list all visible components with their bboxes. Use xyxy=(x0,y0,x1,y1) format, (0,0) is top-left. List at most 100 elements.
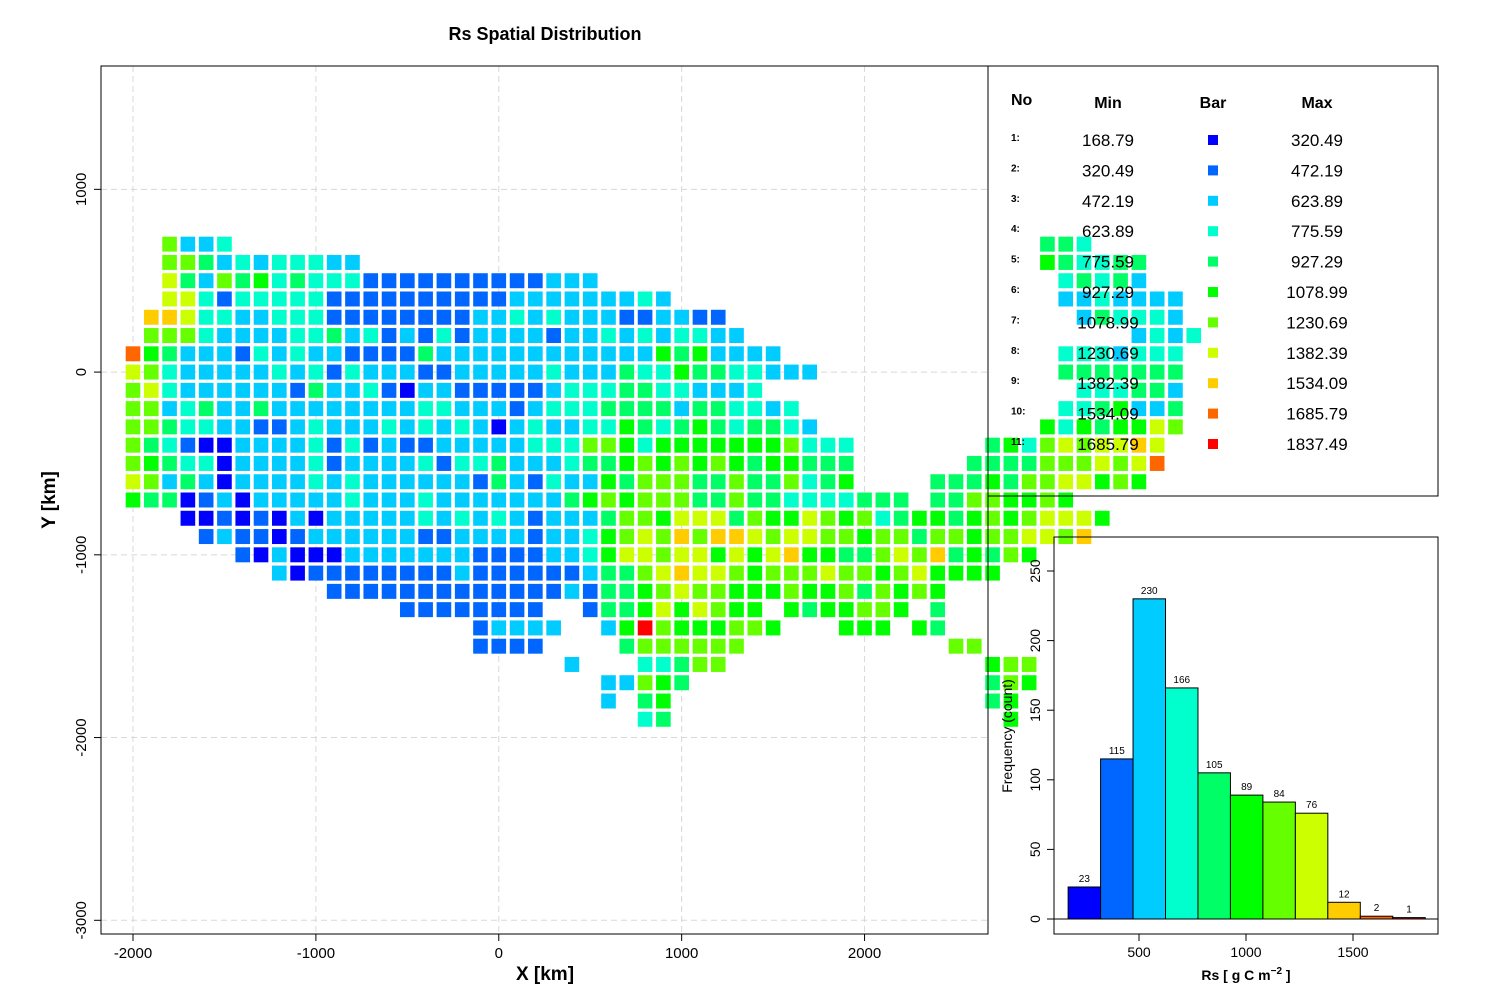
map-cell xyxy=(253,437,269,453)
map-cell xyxy=(253,273,269,289)
map-cell xyxy=(418,547,433,563)
map-cell xyxy=(1040,236,1055,252)
map-cell xyxy=(180,419,196,435)
map-cell xyxy=(326,492,342,508)
map-cell xyxy=(1168,346,1183,362)
map-cell xyxy=(509,620,525,636)
map-cell xyxy=(381,382,397,398)
map-cell xyxy=(1149,419,1165,435)
map-cell xyxy=(290,291,305,307)
map-cell xyxy=(674,492,689,508)
map-cell xyxy=(528,382,543,398)
map-cell xyxy=(125,455,141,471)
map-cell xyxy=(637,620,653,636)
map-cell xyxy=(1131,474,1147,490)
map-cell xyxy=(875,492,891,508)
map-cell xyxy=(765,565,781,581)
map-cell xyxy=(180,455,196,471)
map-cell xyxy=(235,455,251,471)
map-x-tick-label: -2000 xyxy=(114,945,152,962)
map-cell xyxy=(838,529,854,545)
map-cell xyxy=(637,364,653,380)
map-cell xyxy=(1058,492,1074,508)
map-cell xyxy=(253,419,269,435)
map-cell xyxy=(509,547,525,563)
map-cell xyxy=(473,291,488,307)
map-cell xyxy=(619,401,635,417)
map-cell xyxy=(381,364,397,380)
map-cell xyxy=(692,364,708,380)
map-cell xyxy=(290,382,305,398)
histogram-bar-label: 89 xyxy=(1241,782,1253,793)
map-cell xyxy=(326,455,342,471)
map-cell xyxy=(1149,437,1165,453)
map-cell xyxy=(345,273,360,289)
map-cell xyxy=(509,565,525,581)
map-cell xyxy=(765,474,781,490)
map-cell xyxy=(692,565,708,581)
map-cell xyxy=(491,437,507,453)
map-cell xyxy=(966,510,982,526)
map-cell xyxy=(235,401,251,417)
map-cell xyxy=(162,492,177,508)
map-x-axis-label: X [km] xyxy=(516,964,574,985)
map-cell xyxy=(326,401,342,417)
legend-row-number: 6: xyxy=(1011,285,1020,296)
legend-row-number: 4: xyxy=(1011,224,1020,235)
map-cell xyxy=(784,529,799,545)
map-cell xyxy=(235,254,251,270)
map-cell xyxy=(729,565,744,581)
map-cell xyxy=(143,309,159,325)
map-cell xyxy=(966,638,982,654)
map-cell xyxy=(656,474,671,490)
map-cell xyxy=(948,510,964,526)
map-cell xyxy=(491,583,507,599)
map-cell xyxy=(674,328,689,344)
map-cell xyxy=(217,492,232,508)
histogram-bar xyxy=(1197,772,1231,920)
map-cell xyxy=(857,583,872,599)
map-cell xyxy=(747,510,763,526)
map-cell xyxy=(747,382,763,398)
map-cell xyxy=(436,273,452,289)
map-cell xyxy=(528,455,543,471)
map-cell xyxy=(656,419,671,435)
map-cell xyxy=(473,474,488,490)
map-cell xyxy=(491,364,507,380)
map-cell xyxy=(253,346,269,362)
map-cell xyxy=(747,455,763,471)
map-cell xyxy=(820,455,836,471)
map-cell xyxy=(582,583,598,599)
map-cell xyxy=(491,547,507,563)
map-cell xyxy=(1094,455,1110,471)
map-cell xyxy=(217,346,232,362)
map-cell xyxy=(290,529,305,545)
map-cell xyxy=(235,437,251,453)
map-cell xyxy=(454,583,470,599)
map-cell xyxy=(473,273,488,289)
legend-row-number: 11: xyxy=(1011,437,1025,448)
map-cell xyxy=(217,328,232,344)
map-cell xyxy=(528,620,543,636)
map-cell xyxy=(198,328,214,344)
map-cell xyxy=(125,492,141,508)
legend-row-min: 472.19 xyxy=(1082,192,1134,211)
map-cell xyxy=(857,565,872,581)
map-cell xyxy=(436,547,452,563)
map-cell xyxy=(125,364,141,380)
map-cell xyxy=(253,364,269,380)
map-cell xyxy=(1021,547,1037,563)
map-cell xyxy=(893,547,909,563)
map-cell xyxy=(326,254,342,270)
map-cell xyxy=(692,620,708,636)
map-cell xyxy=(564,437,580,453)
map-cell xyxy=(619,455,635,471)
map-cell xyxy=(308,254,324,270)
map-cell xyxy=(729,510,744,526)
map-cell xyxy=(454,309,470,325)
map-cell xyxy=(564,328,580,344)
map-cell xyxy=(143,346,159,362)
map-cell xyxy=(546,583,561,599)
map-cell xyxy=(656,529,671,545)
map-cell xyxy=(637,437,653,453)
